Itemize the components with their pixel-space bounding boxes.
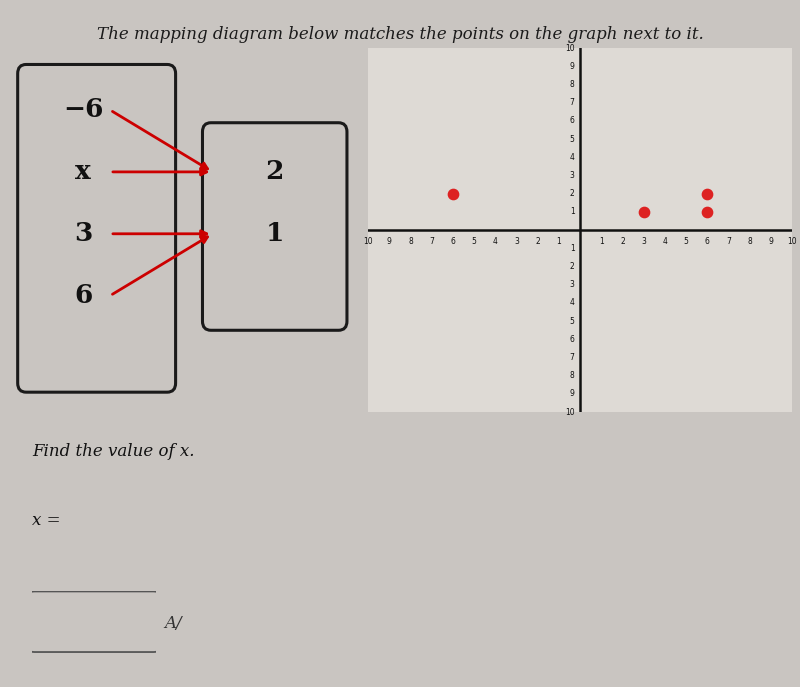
FancyBboxPatch shape: [202, 123, 347, 330]
Text: 9: 9: [570, 390, 574, 398]
Text: 4: 4: [570, 153, 574, 162]
Text: x =: x =: [32, 512, 61, 529]
Text: 8: 8: [570, 371, 574, 381]
Text: 9: 9: [570, 62, 574, 71]
Text: 2: 2: [620, 236, 625, 245]
Text: 7: 7: [726, 236, 731, 245]
Text: 8: 8: [747, 236, 752, 245]
Text: 1: 1: [570, 207, 574, 216]
Point: [637, 206, 650, 217]
Point: [701, 206, 714, 217]
Text: 5: 5: [570, 135, 574, 144]
Text: 9: 9: [768, 236, 774, 245]
Text: 5: 5: [683, 236, 689, 245]
Text: 6: 6: [74, 283, 92, 308]
Text: 2: 2: [535, 236, 540, 245]
FancyBboxPatch shape: [30, 592, 158, 652]
Text: 10: 10: [565, 407, 574, 417]
Text: Find the value of x.: Find the value of x.: [32, 443, 194, 460]
Text: The mapping diagram below matches the points on the graph next to it.: The mapping diagram below matches the po…: [97, 26, 703, 43]
Text: A/: A/: [164, 616, 182, 632]
Text: 4: 4: [570, 298, 574, 308]
Text: 5: 5: [570, 317, 574, 326]
Text: 10: 10: [363, 236, 373, 245]
Text: 3: 3: [641, 236, 646, 245]
Text: 2: 2: [266, 159, 284, 184]
Text: 1: 1: [266, 221, 284, 246]
Text: 3: 3: [570, 171, 574, 180]
Text: 6: 6: [570, 116, 574, 126]
Point: [701, 188, 714, 199]
Text: 6: 6: [570, 335, 574, 344]
Text: 8: 8: [408, 236, 413, 245]
Text: −6: −6: [63, 98, 103, 122]
Text: 3: 3: [570, 280, 574, 289]
Text: 4: 4: [493, 236, 498, 245]
Text: x: x: [75, 159, 91, 184]
Text: 6: 6: [705, 236, 710, 245]
Point: [446, 188, 459, 199]
FancyBboxPatch shape: [18, 65, 176, 392]
Text: 2: 2: [570, 189, 574, 199]
Text: 7: 7: [570, 98, 574, 107]
Text: 3: 3: [514, 236, 519, 245]
Text: 1: 1: [570, 244, 574, 253]
Text: 7: 7: [570, 353, 574, 362]
Text: 10: 10: [787, 236, 797, 245]
Text: 10: 10: [565, 43, 574, 53]
Text: 7: 7: [429, 236, 434, 245]
Text: 5: 5: [471, 236, 477, 245]
Text: 6: 6: [450, 236, 455, 245]
Text: 4: 4: [662, 236, 667, 245]
Text: 2: 2: [570, 262, 574, 271]
Text: 1: 1: [599, 236, 603, 245]
Text: 1: 1: [557, 236, 561, 245]
Text: 8: 8: [570, 80, 574, 89]
Text: 3: 3: [74, 221, 92, 246]
Text: 9: 9: [386, 236, 392, 245]
